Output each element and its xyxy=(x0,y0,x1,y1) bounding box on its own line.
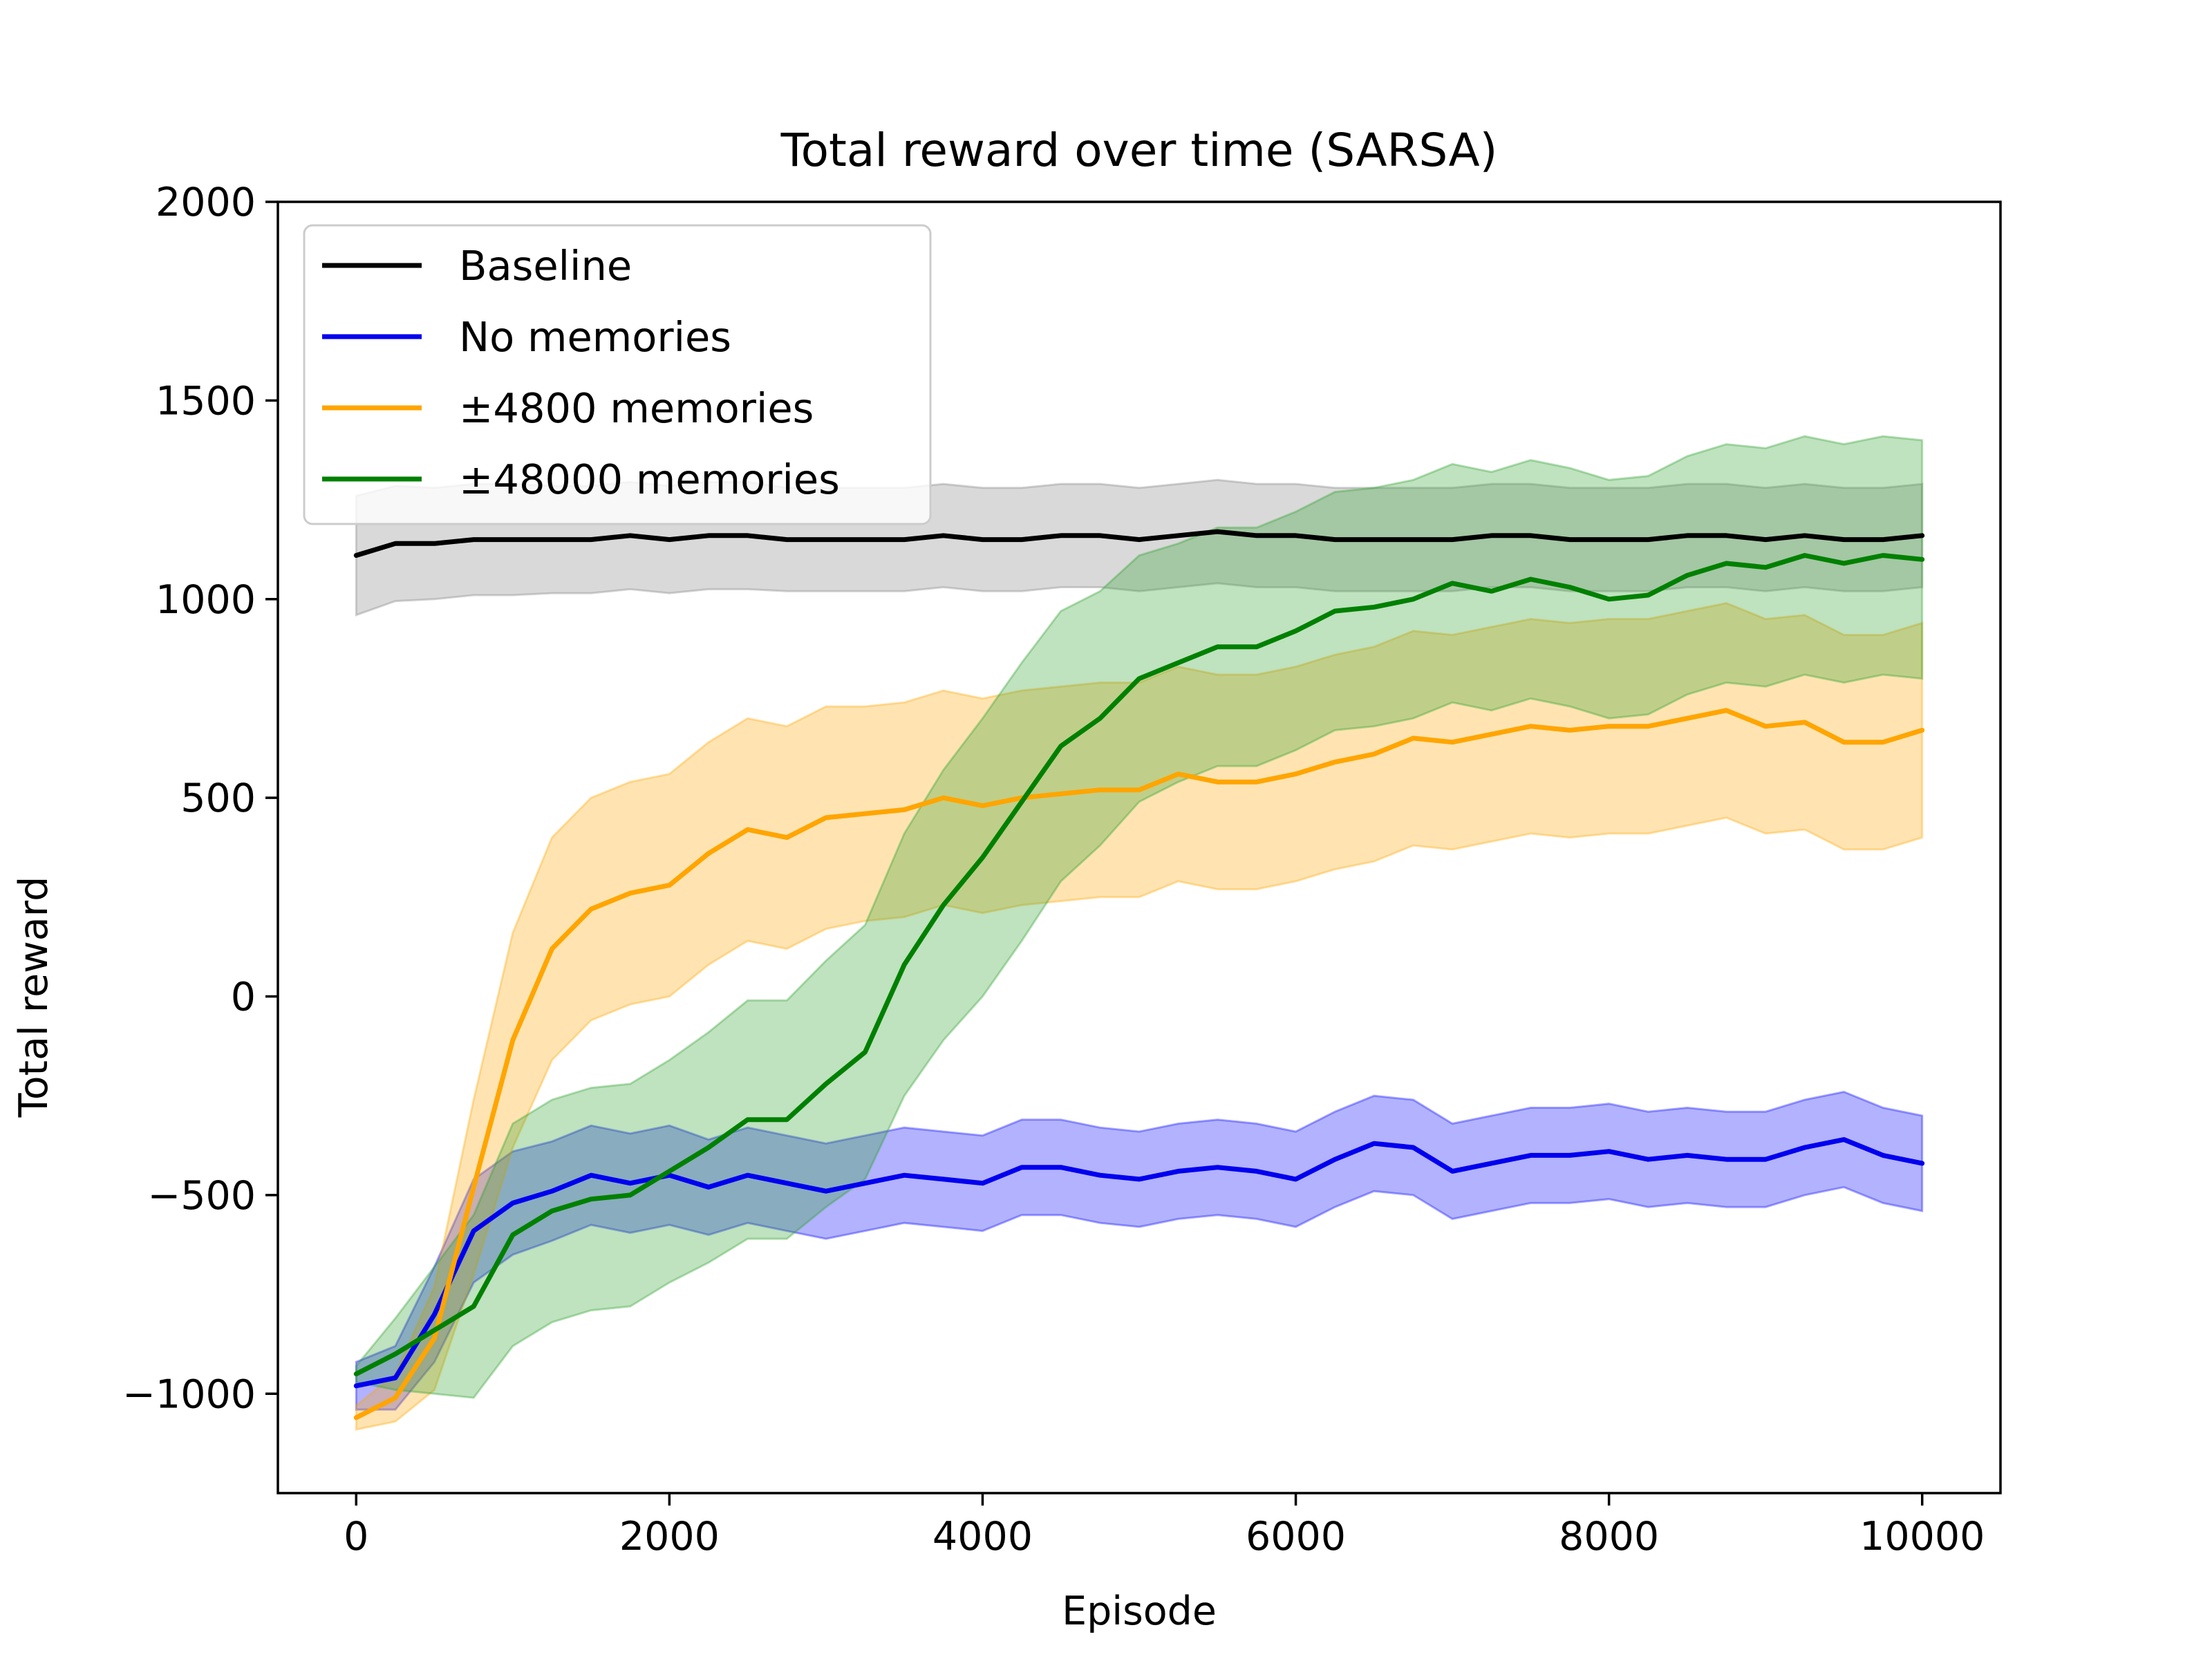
chart-title: Total reward over time (SARSA) xyxy=(780,124,1498,177)
x-tick-label: 2000 xyxy=(619,1514,720,1559)
legend-label-1: No memories xyxy=(459,313,731,361)
series-band-3 xyxy=(355,435,1924,1399)
y-axis-label: Total reward xyxy=(11,877,57,1118)
y-tick-label: −1000 xyxy=(122,1371,256,1417)
axes-frame xyxy=(276,200,2002,1494)
legend-label-3: ±48000 memories xyxy=(459,456,840,503)
axes: 0 2000 4000 6000 8000 10000 −1000 −500 0 500 1000 1… xyxy=(122,180,2002,1559)
x-axis-label: Episode xyxy=(1062,1588,1217,1634)
series-line-0 xyxy=(353,529,1925,558)
series-line-3 xyxy=(353,553,1925,1377)
series-group xyxy=(353,435,1925,1431)
y-tick-label: 500 xyxy=(180,776,256,821)
legend: Baseline No memories ±4800 memories ±48000 … xyxy=(303,224,932,525)
x-tick-label: 0 xyxy=(344,1514,368,1559)
y-tick-label: 2000 xyxy=(156,180,256,225)
series-line-1 xyxy=(353,1137,1925,1389)
x-tick-label: 10000 xyxy=(1859,1514,1985,1559)
y-tick-label: 1500 xyxy=(156,378,256,424)
y-tick-label: 0 xyxy=(231,975,256,1020)
plot-area xyxy=(353,435,1925,1431)
series-band-2 xyxy=(355,601,1924,1431)
x-tick-label: 8000 xyxy=(1559,1514,1659,1559)
x-tick-label: 6000 xyxy=(1246,1514,1346,1559)
series-band-1 xyxy=(355,1090,1924,1411)
y-tick-label: 1000 xyxy=(156,577,256,623)
series-line-2 xyxy=(353,708,1925,1421)
y-tick-label: −500 xyxy=(147,1173,256,1219)
x-tick-label: 4000 xyxy=(932,1514,1033,1559)
legend-box xyxy=(303,224,932,525)
legend-label-2: ±4800 memories xyxy=(459,384,814,432)
legend-label-0: Baseline xyxy=(459,242,632,290)
